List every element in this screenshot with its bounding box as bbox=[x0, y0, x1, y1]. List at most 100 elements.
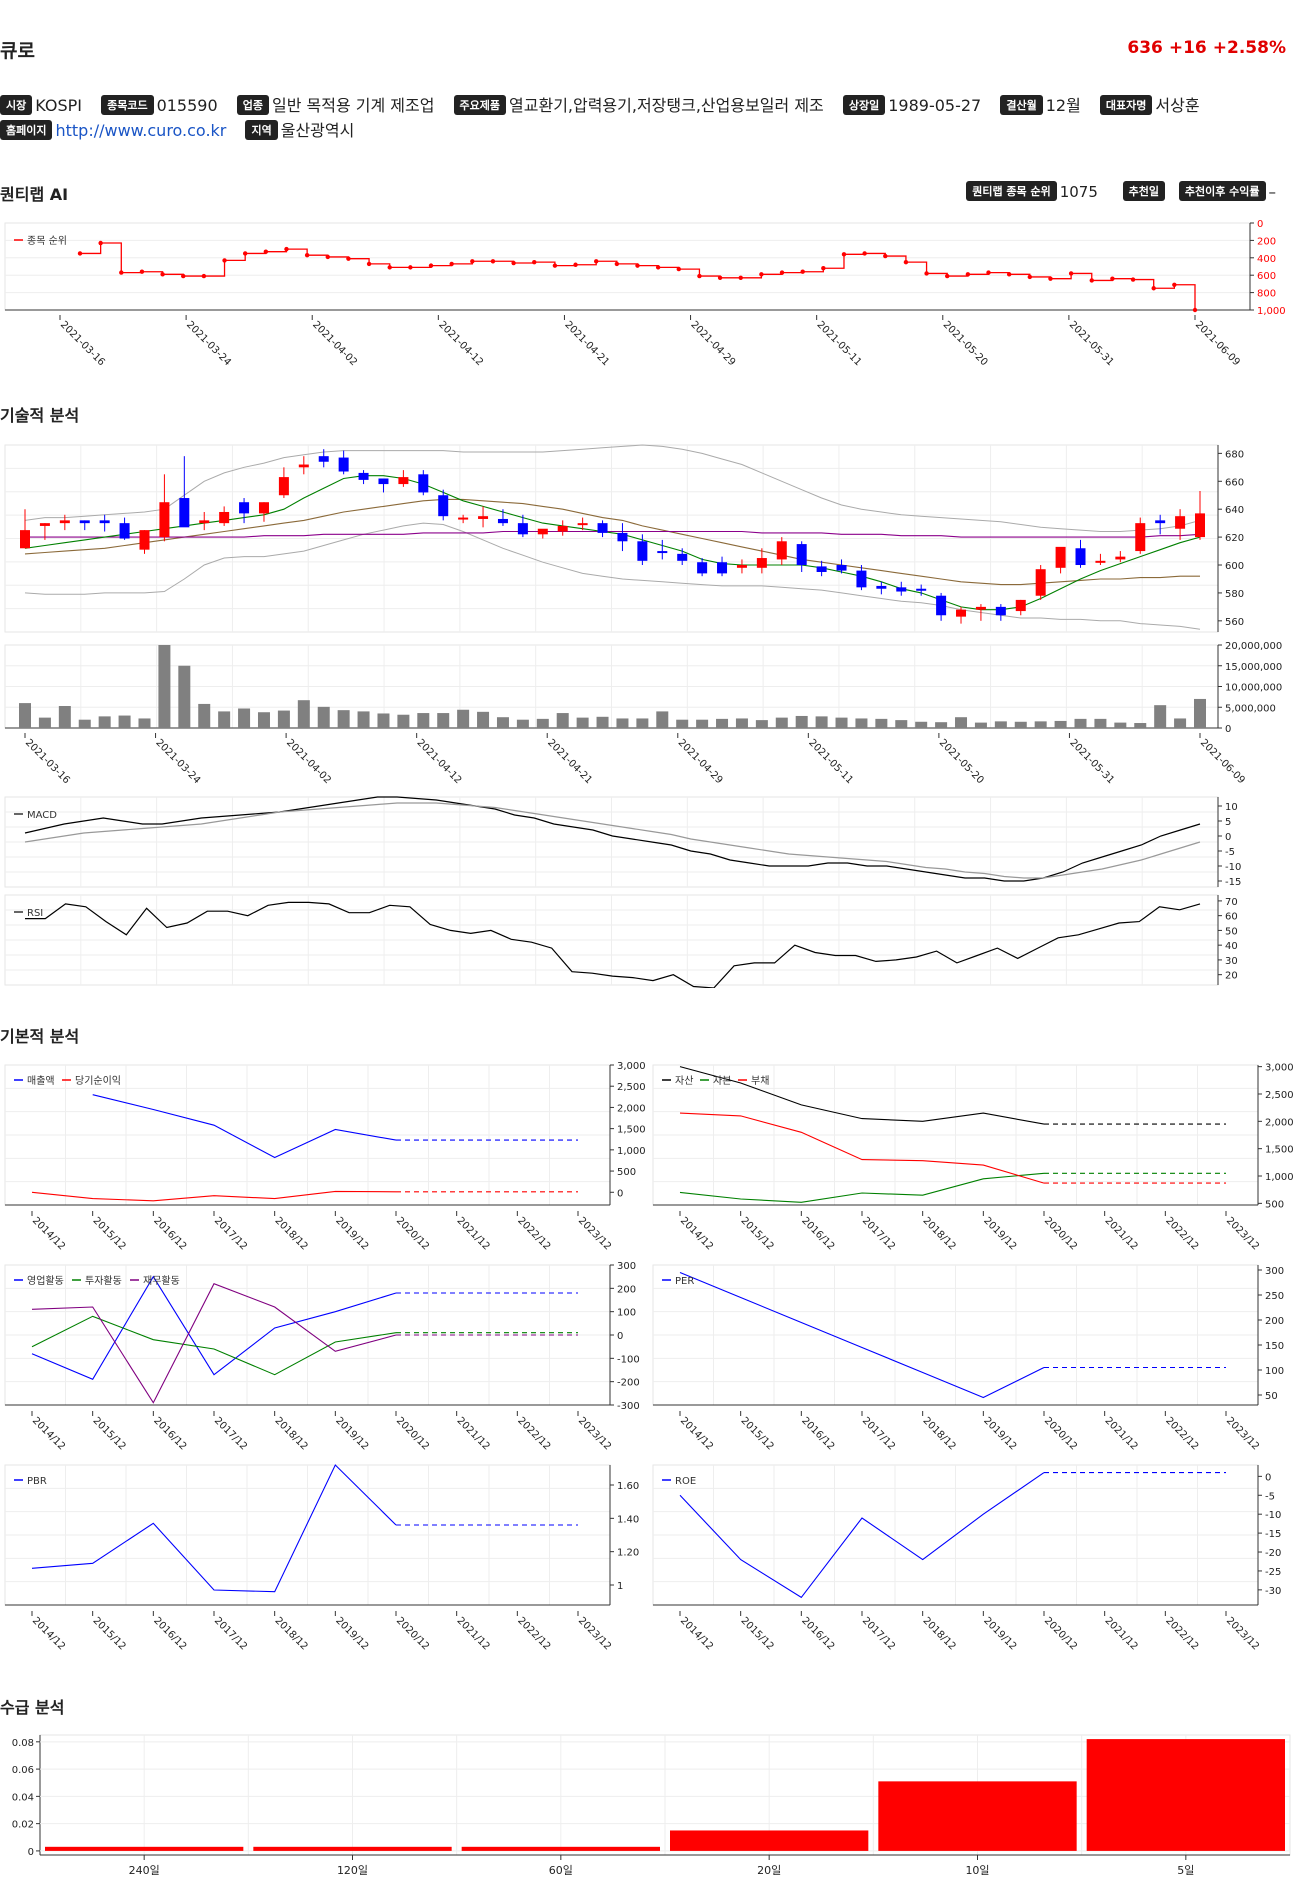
volume-bar bbox=[397, 714, 410, 728]
rank-point bbox=[1130, 277, 1136, 282]
x-tick-label: 2021-04-12 bbox=[436, 319, 485, 368]
market-value: KOSPI bbox=[35, 96, 82, 115]
rank-point bbox=[304, 252, 310, 258]
rank-point bbox=[986, 270, 991, 275]
candle-body bbox=[1115, 556, 1126, 560]
volume-bar bbox=[636, 718, 649, 728]
y-tick-label: 0 bbox=[1265, 1472, 1271, 1483]
y-tick-label: 100 bbox=[1265, 1366, 1284, 1377]
candle-body bbox=[876, 585, 887, 589]
rsi-line bbox=[25, 901, 1201, 988]
volume-bar bbox=[1154, 705, 1167, 728]
x-tick-label: 2017/12 bbox=[860, 1615, 897, 1652]
x-tick-label: 2021-04-02 bbox=[284, 737, 333, 786]
volume-bar bbox=[277, 710, 290, 728]
cashflow-series-line bbox=[31, 1275, 397, 1380]
volume-bar bbox=[1174, 718, 1187, 728]
volume-bar bbox=[716, 718, 729, 728]
y-tick-label: -100 bbox=[617, 1354, 640, 1365]
x-tick-label: 2021-05-31 bbox=[1067, 737, 1116, 786]
candle-body bbox=[736, 565, 747, 568]
rank-point bbox=[222, 258, 227, 263]
per-series-line bbox=[679, 1271, 1045, 1399]
x-tick-label: 2021-04-12 bbox=[415, 737, 464, 786]
x-tick-label: 2018/12 bbox=[921, 1215, 958, 1252]
pbr-chart: 1.60 1.40 1.20 1 PBR 2014/12 2015/12 2016/12 201… bbox=[4, 1464, 639, 1652]
x-tick-label: 2016/12 bbox=[151, 1415, 188, 1452]
current-price: 636 bbox=[1127, 38, 1163, 58]
x-tick-label: 20일 bbox=[757, 1863, 781, 1877]
candle-body bbox=[796, 544, 807, 566]
x-tick-label: 2015/12 bbox=[739, 1215, 776, 1252]
candle-body bbox=[79, 520, 90, 524]
supply-bar bbox=[461, 1846, 660, 1851]
macd-line bbox=[24, 802, 1201, 879]
candle-body bbox=[717, 562, 728, 574]
rank-point bbox=[1048, 276, 1053, 281]
x-tick-label: 2019/12 bbox=[981, 1615, 1018, 1652]
rank-point bbox=[759, 272, 764, 277]
candle-body bbox=[478, 516, 489, 519]
y-tick-label: 70 bbox=[1225, 897, 1238, 908]
candle-body bbox=[1035, 569, 1046, 596]
candle-body bbox=[39, 523, 50, 526]
x-tick-label: 10일 bbox=[965, 1863, 989, 1877]
candle-body bbox=[657, 551, 668, 554]
volume-bar bbox=[437, 713, 450, 728]
x-tick-label: 2016/12 bbox=[151, 1215, 188, 1252]
rank-point bbox=[800, 269, 805, 274]
volume-bar bbox=[58, 706, 71, 728]
y-tick-label: 3,000 bbox=[617, 1062, 646, 1072]
volume-bar bbox=[974, 722, 987, 728]
y-tick-label: 50 bbox=[1265, 1391, 1278, 1402]
macd-chart: 10 5 0 -5 -10 -15 MACD bbox=[4, 796, 1241, 888]
volume-bar bbox=[895, 720, 908, 728]
homepage-link[interactable]: http://www.curo.co.kr bbox=[55, 121, 227, 140]
candle-body bbox=[577, 523, 588, 526]
volume-bar bbox=[955, 717, 968, 728]
rank-point bbox=[160, 272, 165, 277]
rec-return-value: – bbox=[1268, 183, 1277, 201]
revenue-series-line bbox=[92, 1094, 397, 1159]
x-tick-label: 2014/12 bbox=[678, 1215, 715, 1252]
rank-point bbox=[98, 240, 103, 246]
candle-body bbox=[836, 565, 847, 571]
region-badge: 지역 bbox=[245, 120, 278, 140]
volume-bar bbox=[78, 719, 91, 728]
volume-bar bbox=[98, 716, 111, 728]
y-tick-label: 400 bbox=[1257, 254, 1276, 265]
x-tick-label: 2017/12 bbox=[860, 1415, 897, 1452]
volume-bar bbox=[297, 700, 310, 728]
x-tick-label: 2014/12 bbox=[678, 1415, 715, 1452]
x-tick-label: 2021/12 bbox=[1103, 1615, 1140, 1652]
candle-body bbox=[458, 517, 469, 520]
revenue-series-line bbox=[31, 1190, 397, 1202]
legend-label: 부채 bbox=[751, 1075, 769, 1087]
volume-bar bbox=[317, 706, 330, 728]
legend-label: 투자활동 bbox=[85, 1274, 122, 1287]
x-tick-label: 2021/12 bbox=[1103, 1215, 1140, 1252]
candle-body bbox=[637, 541, 648, 561]
x-tick-label: 2018/12 bbox=[273, 1215, 310, 1252]
rec-return-badge: 추천이후 수익률 bbox=[1178, 181, 1266, 201]
y-tick-label: 1,500 bbox=[1265, 1145, 1294, 1156]
info-row-2: 홈페이지 http://www.curo.co.kr 지역 울산광역시 bbox=[0, 117, 368, 141]
macd-line bbox=[24, 796, 1201, 882]
candle-body bbox=[398, 477, 409, 485]
x-tick-label: 2015/12 bbox=[739, 1415, 776, 1452]
x-tick-label: 2021-03-24 bbox=[153, 737, 202, 786]
supply-bar bbox=[45, 1846, 244, 1851]
x-tick-label: 2023/12 bbox=[1224, 1415, 1261, 1452]
volume-bar bbox=[218, 711, 231, 728]
x-tick-label: 2023/12 bbox=[576, 1615, 613, 1652]
rank-point bbox=[490, 259, 496, 264]
candle-body bbox=[975, 606, 986, 610]
x-tick-label: 2021-05-20 bbox=[937, 737, 986, 786]
y-tick-label: 300 bbox=[1265, 1266, 1284, 1277]
x-tick-label: 60일 bbox=[549, 1863, 573, 1877]
y-tick-label: 1,500 bbox=[617, 1125, 646, 1136]
x-tick-label: 2021-05-20 bbox=[941, 319, 990, 368]
y-tick-label: 0 bbox=[1225, 832, 1231, 843]
y-tick-label: 200 bbox=[1265, 1316, 1284, 1327]
supply-bar bbox=[670, 1830, 869, 1851]
